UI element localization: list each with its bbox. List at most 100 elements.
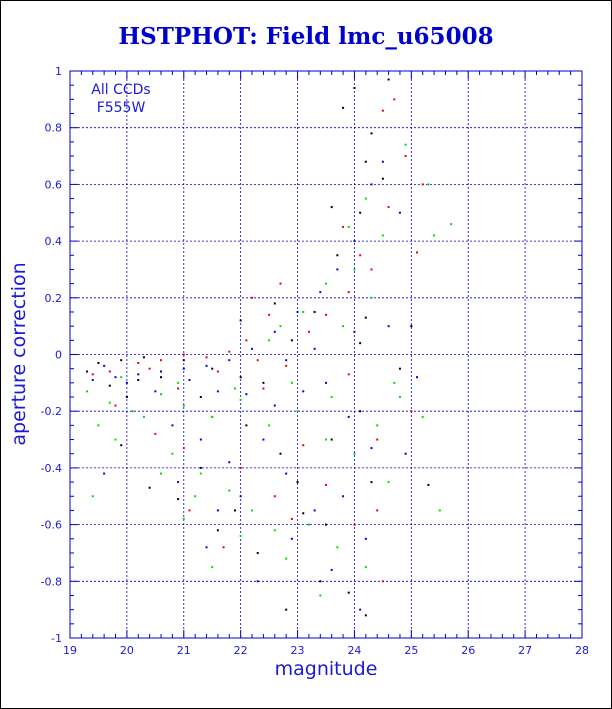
- data-point: [239, 376, 242, 379]
- data-point: [262, 387, 265, 390]
- data-point: [273, 330, 276, 333]
- data-points: [86, 78, 453, 617]
- data-point: [177, 387, 180, 390]
- data-point: [296, 310, 299, 313]
- data-point: [353, 240, 356, 243]
- data-point: [364, 614, 367, 617]
- data-point: [387, 325, 390, 328]
- data-point: [228, 350, 231, 353]
- data-point: [370, 447, 373, 450]
- data-point: [97, 424, 100, 427]
- data-point: [97, 362, 100, 365]
- data-point: [137, 362, 140, 365]
- data-point: [376, 424, 379, 427]
- data-point: [381, 580, 384, 583]
- data-point: [370, 296, 373, 299]
- data-point: [188, 509, 191, 512]
- data-point: [262, 438, 265, 441]
- data-point: [228, 461, 231, 464]
- x-tick-label: 25: [404, 644, 418, 657]
- x-axis-label: magnitude: [275, 658, 378, 680]
- data-point: [239, 398, 242, 401]
- data-point: [381, 160, 384, 163]
- data-point: [285, 359, 288, 362]
- data-point: [279, 282, 282, 285]
- data-point: [279, 452, 282, 455]
- data-point: [211, 415, 214, 418]
- data-point: [108, 384, 111, 387]
- y-tick-label: 0.6: [45, 178, 63, 191]
- data-point: [188, 379, 191, 382]
- data-point: [319, 291, 322, 294]
- y-tick-label: 0: [55, 349, 62, 362]
- data-point: [342, 225, 345, 228]
- data-point: [239, 495, 242, 498]
- data-point: [359, 211, 362, 214]
- data-point: [182, 404, 185, 407]
- data-point: [125, 381, 128, 384]
- data-point: [307, 523, 310, 526]
- data-point: [171, 424, 174, 427]
- data-point: [120, 359, 123, 362]
- data-point: [296, 410, 299, 413]
- data-point: [381, 177, 384, 180]
- data-point: [216, 509, 219, 512]
- y-tick-label: 1: [55, 65, 62, 78]
- data-point: [273, 404, 276, 407]
- data-point: [86, 370, 89, 373]
- data-point: [347, 291, 350, 294]
- data-point: [438, 509, 441, 512]
- data-point: [160, 370, 163, 373]
- axis-ticks: 19 20 21 22 23 24 25 26 27 28 -1 -0.8 -0.6 -0.4 -0.2 0 0…: [41, 65, 589, 657]
- data-point: [353, 523, 356, 526]
- data-point: [359, 410, 362, 413]
- data-point: [245, 393, 248, 396]
- data-point: [262, 381, 265, 384]
- y-tick-label: -0.2: [41, 405, 62, 418]
- data-point: [120, 444, 123, 447]
- data-point: [171, 452, 174, 455]
- data-point: [325, 523, 327, 526]
- data-point: [296, 481, 299, 484]
- data-point: [285, 557, 288, 560]
- data-point: [233, 509, 236, 512]
- data-point: [222, 546, 225, 549]
- data-point: [177, 381, 180, 384]
- data-point: [330, 438, 333, 441]
- x-tick-label: 27: [518, 644, 532, 657]
- data-point: [268, 313, 271, 316]
- data-point: [410, 325, 413, 328]
- data-point: [177, 481, 180, 484]
- data-point: [182, 447, 185, 450]
- data-point: [347, 225, 350, 228]
- data-point: [398, 367, 401, 370]
- data-point: [336, 268, 339, 271]
- data-point: [404, 452, 407, 455]
- data-point: [416, 251, 419, 254]
- data-point: [364, 566, 367, 569]
- x-tick-label: 22: [234, 644, 248, 657]
- data-point: [239, 319, 242, 322]
- data-point: [273, 495, 276, 498]
- data-point: [285, 364, 288, 367]
- data-point: [347, 591, 350, 594]
- data-point: [91, 379, 94, 382]
- data-point: [182, 359, 185, 362]
- data-point: [410, 410, 413, 413]
- data-point: [398, 396, 401, 399]
- data-point: [330, 396, 333, 399]
- data-point: [325, 282, 327, 285]
- data-point: [125, 396, 128, 399]
- data-point: [313, 509, 316, 512]
- data-point: [205, 364, 208, 367]
- data-point: [182, 517, 185, 520]
- data-point: [364, 197, 367, 200]
- data-point: [154, 390, 157, 393]
- chart-title: HSTPHOT: Field lmc_u65008: [118, 23, 493, 50]
- data-point: [307, 330, 310, 333]
- data-point: [353, 452, 356, 455]
- data-point: [251, 296, 254, 299]
- annotation-ccds: All CCDs: [91, 82, 150, 98]
- data-point: [239, 534, 242, 537]
- y-tick-label: 0.4: [45, 235, 63, 248]
